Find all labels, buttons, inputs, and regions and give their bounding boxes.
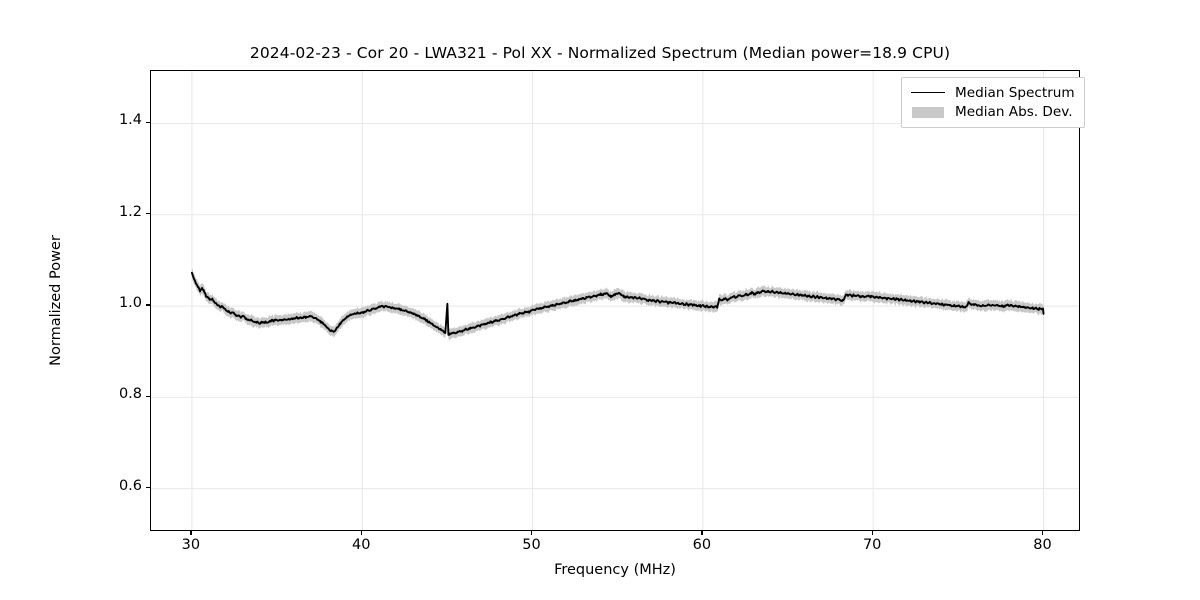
x-tick-label: 40 xyxy=(351,537,371,553)
y-tick-mark xyxy=(146,213,150,215)
chart-title: 2024-02-23 - Cor 20 - LWA321 - Pol XX - … xyxy=(249,44,951,62)
legend-item-median-abs-dev: Median Abs. Dev. xyxy=(911,102,1075,121)
x-tick-mark xyxy=(1041,531,1044,535)
y-tick-label: 1.0 xyxy=(118,295,142,312)
legend-label-median-abs-dev: Median Abs. Dev. xyxy=(955,103,1073,120)
y-tick-label: 0.8 xyxy=(118,386,142,403)
legend-label-median-spectrum: Median Spectrum xyxy=(955,84,1075,101)
x-tick-label: 80 xyxy=(1033,537,1052,553)
x-axis-label: Frequency (MHz) xyxy=(554,562,676,578)
x-tick-label: 70 xyxy=(862,537,882,553)
y-tick-mark xyxy=(146,121,150,124)
legend-box: Median Spectrum Median Abs. Dev. xyxy=(901,77,1085,128)
legend-line-swatch-icon xyxy=(911,85,945,101)
mad-band xyxy=(191,268,1044,341)
x-tick-label: 60 xyxy=(692,537,712,553)
y-tick-mark xyxy=(146,304,150,306)
x-tick-mark xyxy=(871,531,873,535)
y-tick-label: 0.6 xyxy=(118,477,142,494)
median-spectrum-line xyxy=(190,271,1045,336)
plot-area xyxy=(150,70,1080,531)
legend-patch-swatch-icon xyxy=(911,104,945,120)
x-tick-label: 50 xyxy=(522,537,541,553)
y-tick-label: 1.2 xyxy=(118,203,142,220)
y-tick-mark xyxy=(146,395,150,397)
y-axis-label: Normalized Power xyxy=(48,235,64,366)
x-tick-mark xyxy=(530,531,533,535)
y-tick-label: 1.4 xyxy=(118,112,142,129)
x-tick-mark xyxy=(701,531,703,535)
x-tick-label: 30 xyxy=(181,537,201,553)
x-tick-mark xyxy=(360,531,362,535)
x-tick-mark xyxy=(190,531,192,535)
plot-svg xyxy=(151,71,1079,530)
y-tick-mark xyxy=(146,486,150,489)
legend-item-median-spectrum: Median Spectrum xyxy=(911,83,1075,102)
